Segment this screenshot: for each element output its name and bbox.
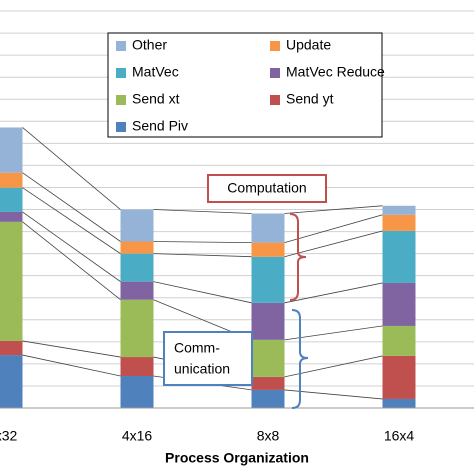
connector <box>284 205 383 214</box>
bar-segment <box>0 172 23 188</box>
x-tick-label: 8x8 <box>257 428 280 444</box>
bar-segment <box>120 281 154 300</box>
connector <box>153 241 252 243</box>
legend-label: Other <box>132 37 167 53</box>
bar-segment <box>382 282 416 326</box>
bar-segment <box>251 376 285 390</box>
computation-label: Computation <box>227 180 306 196</box>
connector <box>284 214 383 243</box>
bar-segment <box>0 211 23 222</box>
bar-segment <box>120 253 154 282</box>
communication-label: unication <box>174 361 230 377</box>
bar-segment <box>382 205 416 215</box>
legend: Send Piv Send yt Send xt MatVec Reduce MatVe… <box>116 37 385 134</box>
legend-label: MatVec Reduce <box>286 64 385 80</box>
legend-label: Send Piv <box>132 118 188 134</box>
bar-segment <box>0 187 23 212</box>
bar-segment <box>382 214 416 231</box>
legend-swatch <box>270 41 280 51</box>
bar-segment <box>0 340 23 356</box>
connector <box>22 187 121 254</box>
legend-label: Update <box>286 37 331 53</box>
connector <box>153 209 252 214</box>
bar-segment <box>382 325 416 356</box>
legend-swatch <box>116 95 126 105</box>
bar-segment <box>382 398 416 408</box>
bar-segment <box>120 376 154 408</box>
connectors <box>22 127 383 400</box>
bar-segment <box>120 299 154 358</box>
legend-box <box>107 32 383 138</box>
communication-box <box>163 331 253 386</box>
x-tick-label: x32 <box>0 428 17 444</box>
bar-segment <box>382 355 416 399</box>
communication-brace <box>291 309 309 409</box>
legend-label: Send xt <box>132 91 180 107</box>
connector <box>22 127 121 210</box>
bar-segment <box>251 242 285 257</box>
connector <box>153 281 252 304</box>
connector <box>22 211 121 282</box>
bar-segment <box>0 127 23 173</box>
legend-swatch <box>116 41 126 51</box>
connector <box>22 340 121 358</box>
bar-segment <box>251 213 285 243</box>
x-axis-title: Process Organization <box>165 450 309 466</box>
computation-brace <box>289 213 307 301</box>
bar-segment <box>120 357 154 377</box>
bar-segment <box>251 389 285 408</box>
x-tick-label: 4x16 <box>122 428 153 444</box>
x-tick-label: 16x4 <box>384 428 415 444</box>
legend-label: MatVec <box>132 64 179 80</box>
bar-segment <box>251 256 285 303</box>
computation-box <box>207 174 327 203</box>
bars <box>0 127 416 408</box>
bar-segment <box>120 241 154 254</box>
bar-segment <box>0 355 23 408</box>
bar-segment <box>0 221 23 341</box>
bar-segment <box>251 339 285 377</box>
communication-label: Comm- <box>174 340 220 356</box>
legend-swatch <box>116 68 126 78</box>
legend-swatch <box>270 95 280 105</box>
connector <box>22 221 121 301</box>
connector <box>22 354 121 377</box>
legend-label: Send yt <box>286 91 334 107</box>
legend-swatch <box>270 68 280 78</box>
connector <box>153 253 252 258</box>
connector <box>284 230 383 258</box>
bar-segment <box>382 230 416 283</box>
connector <box>22 172 121 242</box>
connector <box>284 282 383 304</box>
bar-segment <box>120 209 154 242</box>
legend-swatch <box>116 122 126 132</box>
bar-segment <box>251 302 285 340</box>
